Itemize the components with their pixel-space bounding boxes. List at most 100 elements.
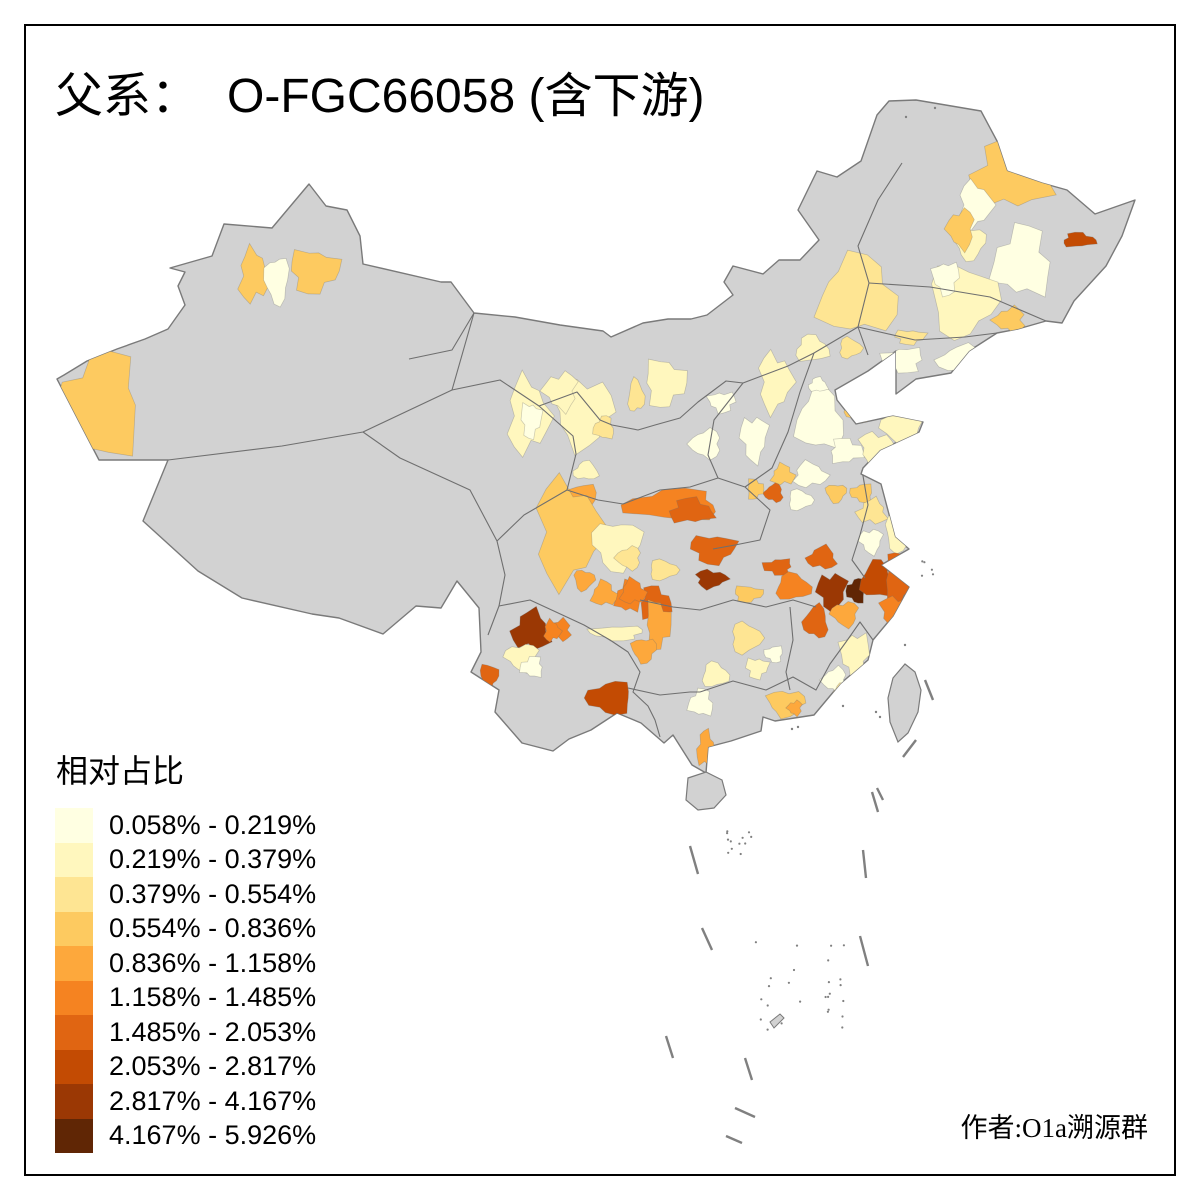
map-region xyxy=(738,416,770,467)
legend-rows: 0.058% - 0.219% 0.219% - 0.379% 0.379% - 0… xyxy=(55,808,316,1153)
legend-swatch xyxy=(55,1049,93,1084)
map-region xyxy=(830,437,865,465)
map-region xyxy=(650,558,681,582)
map-region xyxy=(572,459,600,480)
map-region xyxy=(1063,231,1098,248)
legend-label: 0.379% - 0.554% xyxy=(109,878,317,909)
map-region xyxy=(789,488,815,512)
legend-item: 0.554% - 0.836% xyxy=(55,911,316,946)
map-region xyxy=(701,660,731,687)
legend-label: 0.836% - 1.158% xyxy=(109,947,317,978)
title-prefix: 父系： xyxy=(55,70,200,123)
map-region xyxy=(894,329,929,346)
legend-item: 0.379% - 0.554% xyxy=(55,877,316,912)
legend-item: 0.219% - 0.379% xyxy=(55,842,317,877)
map-region xyxy=(801,602,829,639)
legend-label: 1.158% - 1.485% xyxy=(109,982,317,1013)
legend-label: 1.485% - 2.053% xyxy=(109,1016,317,1047)
map-region xyxy=(592,415,614,440)
map-region xyxy=(785,699,803,718)
map-region xyxy=(745,657,771,681)
legend-item: 0.058% - 0.219% xyxy=(55,808,316,843)
taiwan-island xyxy=(887,663,922,744)
hainan-island xyxy=(685,771,727,811)
map-region xyxy=(509,605,553,650)
credit-text: 作者:O1a溯源群 xyxy=(960,1113,1148,1143)
map-region xyxy=(828,601,860,630)
map-region xyxy=(613,545,641,572)
map-region xyxy=(879,346,923,374)
map-region xyxy=(943,207,975,254)
legend-swatch xyxy=(55,808,93,843)
map-region xyxy=(732,620,766,656)
legend-item: 2.053% - 2.817% xyxy=(55,1049,317,1084)
map-region xyxy=(263,258,290,308)
map-region xyxy=(824,484,848,504)
map-region xyxy=(237,242,275,305)
legend-label: 4.167% - 5.926% xyxy=(109,1120,317,1151)
legend-item: 2.817% - 4.167% xyxy=(55,1084,316,1119)
map-region xyxy=(618,575,649,605)
map-region xyxy=(694,568,731,591)
legend-swatch xyxy=(55,980,93,1015)
map-region xyxy=(705,391,737,415)
map-region xyxy=(930,261,960,298)
map-region xyxy=(775,571,813,600)
map-region xyxy=(520,402,544,441)
map-region xyxy=(854,495,889,525)
legend-swatch xyxy=(55,842,93,877)
map-region xyxy=(583,680,629,716)
legend-item: 0.836% - 1.158% xyxy=(55,946,316,981)
map-region xyxy=(573,569,597,593)
plot-frame xyxy=(24,24,1176,1176)
map-region xyxy=(845,578,865,604)
legend-item: 4.167% - 5.926% xyxy=(55,1118,317,1153)
legend-label: 2.817% - 4.167% xyxy=(109,1085,317,1116)
map-region xyxy=(813,249,899,332)
map-region xyxy=(543,617,563,643)
map-region xyxy=(792,459,831,489)
map-region xyxy=(878,456,906,474)
map-region xyxy=(769,461,797,486)
map-region xyxy=(646,599,672,651)
legend-label: 0.219% - 0.379% xyxy=(109,844,317,875)
legend-swatch xyxy=(55,911,93,946)
map-region xyxy=(839,335,865,360)
map-region xyxy=(668,496,717,524)
legend: 相对占比 0.058% - 0.219% 0.219% - 0.379% 0.379… xyxy=(55,746,316,1153)
map-region xyxy=(535,471,612,596)
legend-title: 相对占比 xyxy=(56,753,185,789)
legend-swatch xyxy=(55,946,93,981)
legend-swatch xyxy=(55,1084,93,1119)
map-region xyxy=(763,645,783,664)
map-region xyxy=(686,687,714,717)
map-region xyxy=(646,358,688,408)
legend-item: 1.158% - 1.485% xyxy=(55,980,317,1015)
map-region xyxy=(586,625,643,642)
choropleth-regions xyxy=(57,132,1098,767)
legend-swatch xyxy=(55,877,93,912)
map-region xyxy=(807,376,830,392)
map-region xyxy=(735,585,765,604)
page-title: 父系： O-FGC66058 (含下游) xyxy=(55,56,704,126)
island-dots xyxy=(726,106,937,1031)
map-region xyxy=(589,578,619,606)
map-region xyxy=(290,249,343,295)
map-region xyxy=(519,656,543,678)
map-region xyxy=(689,535,740,567)
map-region xyxy=(57,350,136,457)
sea-dash-lines xyxy=(664,679,935,1145)
map-region xyxy=(539,370,579,416)
map-region xyxy=(987,222,1051,298)
legend-item: 1.485% - 2.053% xyxy=(55,1015,316,1050)
map-region xyxy=(629,638,657,665)
map-region xyxy=(884,515,918,555)
map-region xyxy=(793,384,844,449)
small-islet xyxy=(769,1013,785,1029)
legend-label: 0.058% - 0.219% xyxy=(109,809,317,840)
legend-label: 2.053% - 2.817% xyxy=(109,1051,317,1082)
legend-swatch xyxy=(55,1015,93,1050)
map-region xyxy=(804,543,839,570)
